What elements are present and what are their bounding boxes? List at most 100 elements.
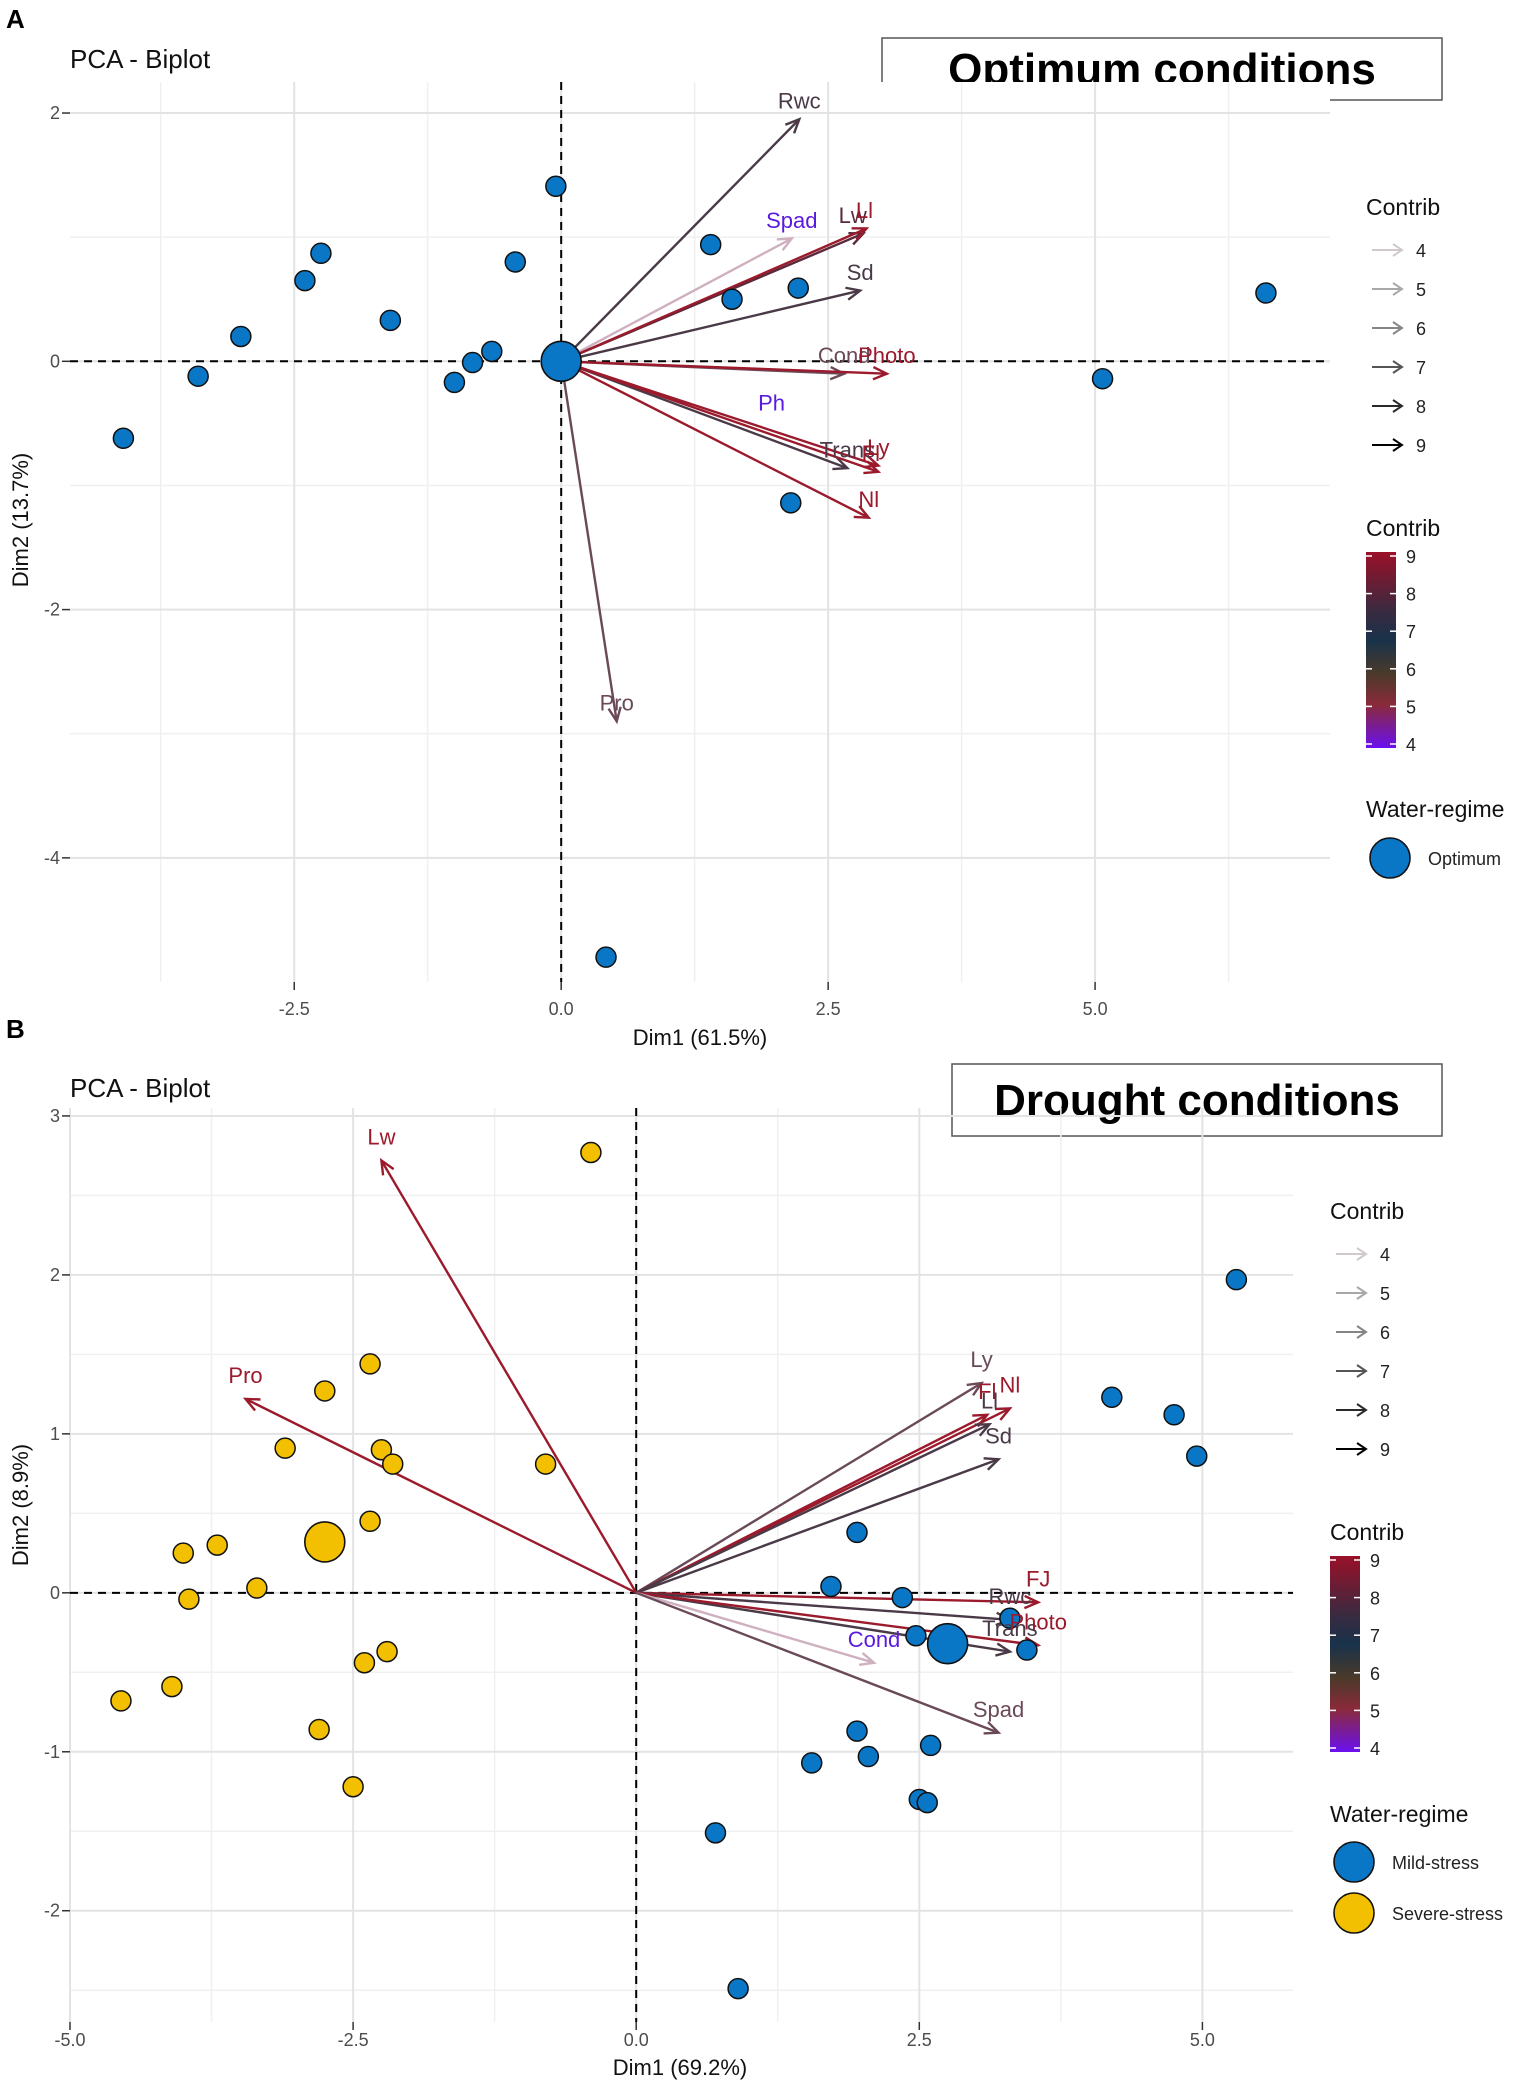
panel-a-legend-colorbar-title: Contrib [1366,515,1440,541]
group-centroid [303,1521,346,1563]
colorbar-label: 4 [1406,735,1416,755]
arrow-sd [560,289,861,363]
arrow-label-rwc: Rwc [778,89,821,114]
panel-a-label: A [6,4,25,34]
x-tick-label: 2.5 [816,999,841,1019]
legend-arrow-label: 8 [1416,397,1426,417]
arrow-label-trans: Trans [982,1616,1037,1641]
panel-b-y-ticks: 3 2 1 0 -1 -2 [44,1106,70,1921]
panel-a-legend-water-title: Water-regime [1366,796,1504,822]
x-tick-label: 5.0 [1083,999,1108,1019]
panel-a-x-axis-label: Dim1 (61.5%) [633,1025,767,1050]
data-point [308,1718,330,1741]
panel-b-legend-water-title: Water-regime [1330,1801,1468,1827]
panel-b-legend-water-items: Mild-stress Severe-stress [1333,1841,1503,1934]
panel-b-label: B [6,1014,25,1044]
colorbar-label: 5 [1370,1701,1380,1721]
y-tick-label: 2 [50,1265,60,1285]
arrowhead-pro [607,706,622,725]
data-point [314,1380,336,1402]
data-point [112,427,135,450]
arrow-label-spad: Spad [973,1697,1024,1722]
legend-water-swatch [1333,1841,1375,1883]
legend-water-label: Severe-stress [1392,1904,1503,1924]
panel-b-grid [69,1108,1293,2022]
arrow-ll [560,227,868,363]
data-point [381,1453,404,1475]
data-point [443,371,466,394]
arrowhead-nl [853,505,872,520]
arrow-label-fl: Fl [978,1379,996,1404]
data-point [699,233,722,256]
data-point [1016,1639,1038,1661]
arrow-label-sd: Sd [985,1423,1012,1448]
arrow-lw [380,1159,638,1594]
arrowhead-photo [872,366,890,381]
panel-a-y-axis-label: Dim2 (13.7%) [8,453,33,587]
arrow-label-ll: Ll [856,198,873,223]
legend-arrowhead [1356,1364,1368,1378]
arrow-spad [560,237,793,363]
arrow-pro [244,1397,637,1594]
legend-arrowhead [1392,243,1404,257]
legend-arrowhead [1356,1325,1368,1339]
colorbar-label: 4 [1370,1739,1380,1759]
arrow-label-cond: Cond [848,1627,901,1652]
arrow-pro [560,361,618,722]
y-tick-label: 3 [50,1106,60,1126]
data-point [310,242,332,265]
panel-b-title: PCA - Biplot [70,1073,211,1103]
group-centroid [540,340,582,383]
legend-arrowhead [1392,321,1404,335]
arrowhead-ll [974,1423,993,1437]
arrowhead-cond [829,365,848,381]
legend-arrow-label: 7 [1416,358,1426,378]
panel-a-plot-background [70,82,1330,982]
data-point [787,277,809,299]
arrow-rwc [636,1591,1010,1622]
legend-water-label: Mild-stress [1392,1853,1479,1873]
legend-arrowhead [1392,399,1404,413]
panel-a-legend-water-items: Optimum [1369,837,1501,879]
legend-arrow-label: 5 [1380,1284,1390,1304]
data-point [916,1791,938,1814]
data-point [1101,1386,1123,1409]
legend-water-swatch [1333,1892,1375,1934]
data-point [246,1577,268,1599]
arrowhead-fj [1023,1594,1042,1610]
legend-arrow-label: 6 [1416,319,1426,339]
panel-b-legend: Contrib 4 5 6 7 8 9 Contrib 9 8 7 6 5 4 Water-regi… [1330,1198,1503,1934]
y-tick-label: 0 [50,351,60,371]
arrow-label-nl: Nl [858,487,879,512]
data-point [857,1745,880,1768]
arrow-label-fj: FJ [1026,1567,1050,1592]
data-point [595,946,617,968]
panel-a-points [112,175,1277,968]
data-point [294,269,316,292]
arrow-label-spad: Spad [766,208,817,233]
x-tick-label: 2.5 [907,2030,932,2050]
arrowhead-trans [832,456,851,471]
legend-arrowhead [1356,1442,1368,1456]
data-point [780,492,802,514]
panel-a-colorbar-labels: 9 8 7 6 5 4 [1366,547,1416,755]
panel-b-points [110,1141,1248,2000]
arrow-fl [560,360,879,473]
arrow-label-ph: Ph [758,390,785,415]
panel-a-colorbar [1366,552,1396,748]
arrowhead-rwc [784,117,802,134]
data-point [353,1652,376,1674]
y-tick-label: -2 [44,1901,60,1921]
data-point [721,288,743,310]
data-point [1091,367,1114,390]
x-tick-label: 0.0 [549,999,574,1019]
arrow-spad [635,1591,1000,1734]
colorbar-label: 6 [1406,660,1416,680]
arrow-label-pro: Pro [228,1363,262,1388]
arrowhead-lw [379,1157,395,1176]
group-centroid [926,1622,969,1665]
legend-arrow-label: 4 [1380,1245,1390,1265]
panel-b-x-axis-label: Dim1 (69.2%) [613,2055,747,2080]
y-tick-label: 2 [50,103,60,123]
